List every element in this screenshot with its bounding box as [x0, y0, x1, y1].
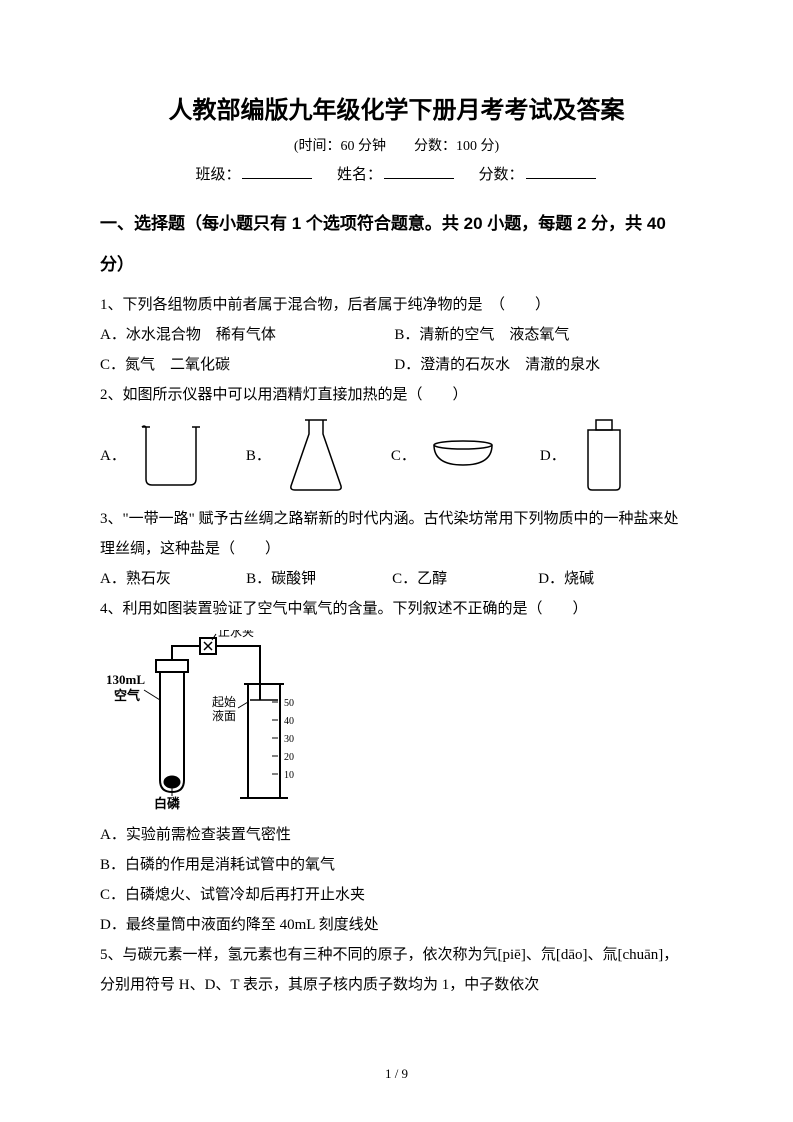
q4-opt-d: D．最终量筒中液面约降至 40mL 刻度线处 [100, 910, 693, 940]
level-label: 液面 [212, 708, 236, 723]
evaporating-dish-icon [430, 435, 496, 475]
student-info-line: 班级： 姓名： 分数： [100, 163, 693, 184]
q3-opt-d: D．烧碱 [538, 564, 680, 594]
q3-opt-c: C．乙醇 [392, 564, 534, 594]
start-label: 起始 [212, 695, 236, 709]
time-score-meta: (时间：60 分钟 分数：100 分) [100, 135, 693, 155]
flask-icon [285, 416, 347, 494]
q3-stem: 3、"一带一路" 赋予古丝绸之路崭新的时代内涵。古代染坊常用下列物质中的一种盐来… [100, 504, 693, 564]
q4-opt-b: B．白磷的作用是消耗试管中的氧气 [100, 850, 693, 880]
q2-stem: 2、如图所示仪器中可以用酒精灯直接加热的是（ ） [100, 380, 693, 410]
q3-options: A．熟石灰 B．碳酸钾 C．乙醇 D．烧碱 [100, 564, 693, 594]
q3-opt-b: B．碳酸钾 [246, 564, 388, 594]
reagent-bottle-icon [580, 416, 628, 494]
beaker-icon [140, 421, 202, 489]
q5-stem: 5、与碳元素一样，氢元素也有三种不同的原子，依次称为氕[piē]、氘[dāo]、… [100, 940, 693, 1000]
page-title: 人教部编版九年级化学下册月考考试及答案 [100, 90, 693, 125]
q2-figures-row: A． B． C． D． [100, 416, 693, 494]
scale-40: 40 [284, 716, 294, 727]
air-label: 空气 [114, 688, 140, 703]
scale-20: 20 [284, 752, 294, 763]
q1-opt-d: D．澄清的石灰水 清澈的泉水 [394, 350, 685, 380]
q4-stem: 4、利用如图装置验证了空气中氧气的含量。下列叙述不正确的是（ ） [100, 594, 693, 624]
scale-30: 30 [284, 734, 294, 745]
q1-opt-c: C．氮气 二氧化碳 [100, 350, 391, 380]
page-number: 1 / 9 [0, 1066, 793, 1082]
section-1-heading: 一、选择题（每小题只有 1 个选项符合题意。共 20 小题，每题 2 分，共 4… [100, 204, 693, 286]
q2-opt-d-label: D． [540, 444, 566, 465]
phos-label: 白磷 [154, 796, 181, 810]
q2-opt-b-label: B． [246, 444, 271, 465]
class-blank [242, 164, 312, 179]
q4-apparatus-diagram: 止水夹 130mL 空气 起始 液面 白磷 50 40 30 20 10 [100, 630, 693, 810]
scale-10: 10 [284, 770, 294, 781]
scale-50: 50 [284, 698, 294, 709]
q1-opt-a: A．冰水混合物 稀有气体 [100, 320, 391, 350]
vol-label: 130mL [106, 672, 145, 687]
q2-opt-a-label: A． [100, 444, 126, 465]
name-blank [384, 164, 454, 179]
q4-opt-a: A．实验前需检查装置气密性 [100, 820, 693, 850]
exam-page: 人教部编版九年级化学下册月考考试及答案 (时间：60 分钟 分数：100 分) … [0, 0, 793, 1122]
class-label: 班级： [195, 167, 240, 183]
clip-label: 止水夹 [218, 630, 254, 639]
q1-options-row1: A．冰水混合物 稀有气体 B．清新的空气 液态氧气 [100, 320, 693, 350]
score-blank [526, 164, 596, 179]
score-label: 分数： [479, 167, 524, 183]
q3-opt-a: A．熟石灰 [100, 564, 242, 594]
q1-stem: 1、下列各组物质中前者属于混合物，后者属于纯净物的是 （ ） [100, 290, 693, 320]
q1-opt-b: B．清新的空气 液态氧气 [394, 320, 685, 350]
q4-opt-c: C．白磷熄火、试管冷却后再打开止水夹 [100, 880, 693, 910]
q1-options-row2: C．氮气 二氧化碳 D．澄清的石灰水 清澈的泉水 [100, 350, 693, 380]
name-label: 姓名： [337, 167, 382, 183]
q2-opt-c-label: C． [391, 444, 416, 465]
